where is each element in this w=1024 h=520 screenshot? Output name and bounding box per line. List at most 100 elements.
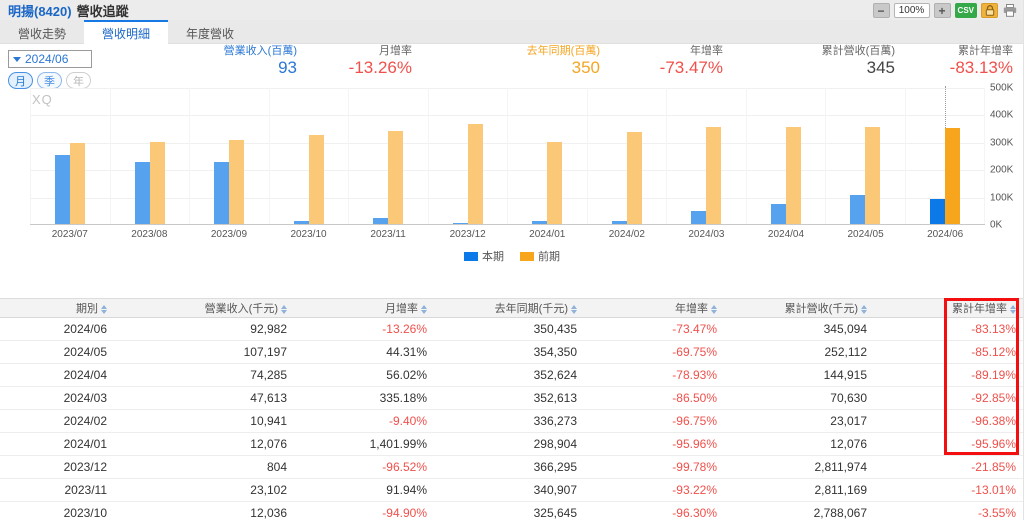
csv-export-button[interactable]: CSV bbox=[954, 3, 977, 18]
table-cell: -89.19% bbox=[875, 363, 1023, 387]
table-cell: -94.90% bbox=[295, 501, 435, 520]
table-row-2023/10: 2023/10 12,036 -94.90% 325,645 -96.30% 2,788,… bbox=[0, 501, 1023, 520]
tab-營收明細[interactable]: 營收明細 bbox=[84, 20, 169, 44]
table-cell: 144,915 bbox=[725, 363, 875, 387]
print-button[interactable] bbox=[1002, 3, 1018, 18]
revenue-table-wrap: 期別 營業收入(千元) 月增率 去年同期(千元) 年增率 累計營收(千元) 累計年增率 20… bbox=[0, 298, 1023, 520]
zoom-level-input[interactable] bbox=[893, 3, 930, 18]
stat-item: 月增率 -13.26% bbox=[297, 45, 412, 78]
sort-up-arrow bbox=[861, 304, 867, 309]
table-cell: 2023/11 bbox=[0, 478, 145, 502]
table-cell: 2023/12 bbox=[0, 455, 145, 479]
bar-previous-2024/01 bbox=[547, 142, 563, 224]
sort-icon bbox=[101, 304, 107, 314]
y-axis-label: 400K bbox=[990, 109, 1014, 121]
stat-label: 營業收入(百萬) bbox=[223, 45, 297, 57]
table-cell: 12,076 bbox=[145, 432, 295, 456]
x-axis-label: 2024/01 bbox=[529, 229, 566, 240]
column-header-月增率[interactable]: 月增率 bbox=[295, 298, 435, 318]
table-cell: 325,645 bbox=[435, 501, 585, 520]
column-header-累計營收(千元)[interactable]: 累計營收(千元) bbox=[725, 298, 875, 318]
sort-icon bbox=[1010, 304, 1016, 314]
column-header-期別[interactable]: 期別 bbox=[0, 298, 145, 318]
table-cell: 2024/04 bbox=[0, 363, 145, 387]
x-axis-label: 2023/11 bbox=[370, 229, 406, 240]
bar-current-2024/06 bbox=[929, 199, 945, 224]
chart-legend: 本期 前期 bbox=[0, 248, 1023, 264]
granularity-button-季[interactable]: 季 bbox=[37, 72, 62, 89]
bar-current-2023/12 bbox=[452, 223, 468, 224]
table-cell: 335.18% bbox=[295, 386, 435, 410]
chart-group-2023/10 bbox=[268, 88, 349, 224]
bar-current-2023/07 bbox=[55, 155, 71, 224]
bar-current-2024/01 bbox=[532, 221, 548, 224]
stat-label: 累計營收(百萬) bbox=[821, 45, 895, 57]
table-cell: -85.12% bbox=[875, 340, 1023, 364]
table-cell: -13.26% bbox=[295, 317, 435, 341]
table-cell: -9.40% bbox=[295, 409, 435, 433]
table-row-2023/11: 2023/11 23,102 91.94% 340,907 -93.22% 2,811,1… bbox=[0, 478, 1023, 502]
column-header-營業收入(千元)[interactable]: 營業收入(千元) bbox=[145, 298, 295, 318]
x-axis-label: 2023/07 bbox=[51, 229, 88, 240]
table-cell: 298,904 bbox=[435, 432, 585, 456]
table-cell: 345,094 bbox=[725, 317, 875, 341]
bar-previous-2024/06 bbox=[944, 128, 960, 224]
tab-營收走勢[interactable]: 營收走勢 bbox=[18, 26, 67, 41]
sort-down-arrow bbox=[571, 309, 577, 314]
table-cell: 47,613 bbox=[145, 386, 295, 410]
table-cell: 107,197 bbox=[145, 340, 295, 364]
legend-swatch bbox=[520, 251, 534, 261]
stat-value: -83.13% bbox=[949, 58, 1013, 77]
table-cell: 2,811,974 bbox=[725, 455, 875, 479]
lock-button[interactable] bbox=[981, 3, 998, 18]
table-cell: 340,907 bbox=[435, 478, 585, 502]
table-cell: 252,112 bbox=[725, 340, 875, 364]
sort-up-arrow bbox=[571, 304, 577, 309]
period-select-dropdown[interactable]: 2024/06 bbox=[8, 50, 92, 68]
revenue-table: 期別 營業收入(千元) 月增率 去年同期(千元) 年增率 累計營收(千元) 累計年增率 20… bbox=[0, 298, 1023, 520]
table-cell: 23,017 bbox=[725, 409, 875, 433]
y-axis-label: 200K bbox=[990, 164, 1014, 176]
table-cell: -92.85% bbox=[875, 386, 1023, 410]
toolbar: − + CSV bbox=[872, 3, 1018, 18]
table-cell: 352,624 bbox=[435, 363, 585, 387]
column-header-label: 去年同期(千元) bbox=[494, 303, 568, 315]
column-header-年增率[interactable]: 年增率 bbox=[585, 298, 725, 318]
sort-icon bbox=[281, 304, 287, 314]
table-cell: 350,435 bbox=[435, 317, 585, 341]
granularity-button-月[interactable]: 月 bbox=[8, 72, 33, 89]
legend-item-本期[interactable]: 本期 bbox=[464, 248, 504, 264]
chart-group-2024/02 bbox=[586, 88, 667, 224]
sort-up-arrow bbox=[101, 304, 107, 309]
column-header-去年同期(千元)[interactable]: 去年同期(千元) bbox=[435, 298, 585, 318]
table-header-row: 期別 營業收入(千元) 月增率 去年同期(千元) 年增率 累計營收(千元) 累計年增率 bbox=[0, 298, 1023, 318]
table-cell: 2024/01 bbox=[0, 432, 145, 456]
printer-icon bbox=[1003, 4, 1017, 17]
y-axis-label: 0K bbox=[990, 219, 1003, 231]
legend-label: 前期 bbox=[538, 251, 560, 263]
sort-icon bbox=[421, 304, 427, 314]
chart-group-2023/11 bbox=[348, 88, 428, 224]
table-cell: 70,630 bbox=[725, 386, 875, 410]
table-cell: -78.93% bbox=[585, 363, 725, 387]
zoom-out-button[interactable]: − bbox=[872, 3, 890, 18]
bar-previous-2023/12 bbox=[467, 124, 483, 224]
x-axis: 2023/07 2023/08 2023/09 2023/10 2023/11 2023/… bbox=[30, 229, 985, 240]
zoom-in-button[interactable]: + bbox=[933, 3, 951, 18]
y-axis-label: 500K bbox=[990, 82, 1014, 94]
sort-down-arrow bbox=[711, 309, 717, 314]
x-axis-label: 2023/12 bbox=[449, 229, 486, 240]
column-header-累計年增率[interactable]: 累計年增率 bbox=[875, 298, 1023, 318]
x-axis-label: 2024/02 bbox=[608, 229, 645, 240]
bar-previous-2024/03 bbox=[706, 127, 722, 224]
column-header-label: 月增率 bbox=[385, 303, 418, 315]
stat-label: 月增率 bbox=[379, 45, 412, 57]
chart-group-2023/07 bbox=[30, 88, 110, 224]
table-row-2024/01: 2024/01 12,076 1,401.99% 298,904 -95.96% 12,0… bbox=[0, 432, 1023, 456]
bar-previous-2023/11 bbox=[388, 131, 404, 224]
table-cell: -86.50% bbox=[585, 386, 725, 410]
sort-down-arrow bbox=[861, 309, 867, 314]
column-header-label: 累計營收(千元) bbox=[784, 303, 858, 315]
tab-年度營收[interactable]: 年度營收 bbox=[186, 26, 235, 41]
legend-item-前期[interactable]: 前期 bbox=[520, 248, 560, 264]
